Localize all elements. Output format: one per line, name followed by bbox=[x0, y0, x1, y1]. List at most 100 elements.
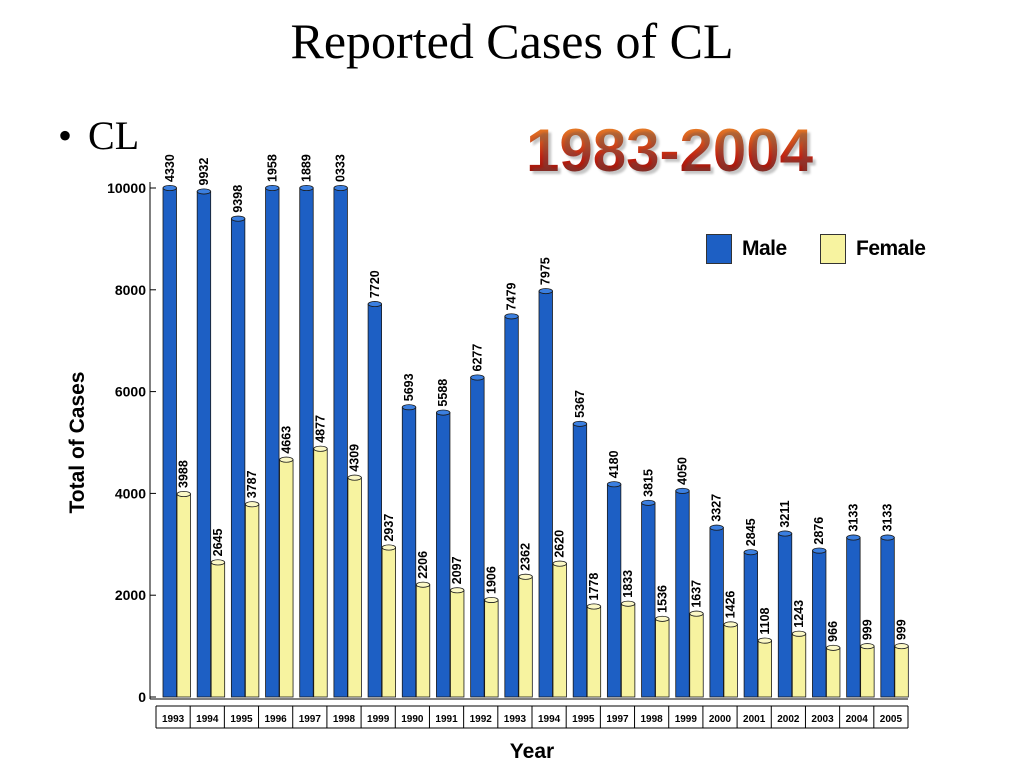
bar-cap-female bbox=[894, 643, 909, 650]
bar-cap-male bbox=[812, 547, 827, 554]
data-label-female: 1243 bbox=[792, 600, 806, 628]
x-tick-label: 1996 bbox=[265, 714, 288, 725]
bar-cap-male bbox=[196, 188, 212, 195]
bar-cap-male bbox=[401, 404, 417, 411]
data-label-male: 3133 bbox=[846, 504, 860, 532]
bar-male bbox=[401, 406, 417, 698]
bar-male bbox=[538, 290, 553, 698]
x-tick-label: 1994 bbox=[196, 714, 219, 725]
legend-label-female: Female bbox=[856, 237, 926, 260]
data-label-male: 6277 bbox=[470, 344, 484, 372]
data-label-female: 2937 bbox=[382, 514, 396, 542]
x-tick-label: 1992 bbox=[470, 714, 493, 725]
bar-cap-female bbox=[586, 603, 602, 610]
bar-female bbox=[484, 599, 499, 698]
legend-item-male: Male bbox=[706, 234, 787, 264]
bar-cap-male bbox=[504, 313, 519, 320]
bar-cap-male bbox=[333, 184, 348, 191]
data-label-female: 1426 bbox=[724, 591, 738, 619]
data-label-male: 1889 bbox=[299, 154, 313, 182]
data-label-female: 1833 bbox=[621, 570, 635, 598]
bar-female bbox=[586, 606, 602, 698]
data-label-female: 999 bbox=[860, 619, 874, 640]
data-label-female: 2645 bbox=[211, 529, 225, 557]
bar-cap-female bbox=[210, 559, 226, 566]
data-label-male: 5367 bbox=[573, 390, 587, 418]
bar-cap-male bbox=[367, 301, 382, 308]
data-label-male: 7975 bbox=[539, 257, 553, 285]
bar-cap-female bbox=[347, 474, 362, 481]
data-label-male: 3327 bbox=[710, 494, 724, 522]
bar-cap-male bbox=[436, 409, 451, 416]
data-label-male: 3211 bbox=[778, 500, 792, 527]
bar-cap-female bbox=[450, 587, 465, 594]
bar-cap-male bbox=[572, 420, 588, 427]
data-label-male: 9398 bbox=[231, 185, 245, 213]
bar-female bbox=[826, 647, 841, 698]
x-tick-label: 2002 bbox=[777, 714, 800, 725]
bar-male bbox=[230, 218, 246, 698]
bar-female bbox=[689, 613, 704, 698]
bar-male bbox=[196, 191, 212, 698]
y-tick-label: 8000 bbox=[115, 282, 146, 298]
y-tick-label: 4000 bbox=[115, 485, 146, 501]
bar-cap-female bbox=[415, 581, 431, 588]
bar-male bbox=[777, 533, 793, 698]
bar-female bbox=[518, 576, 533, 698]
data-label-male: 5693 bbox=[402, 373, 416, 401]
x-tick-label: 1991 bbox=[435, 714, 458, 725]
bar-cap-male bbox=[470, 374, 485, 381]
data-label-male: 4180 bbox=[607, 450, 621, 478]
legend-label-male: Male bbox=[742, 237, 787, 260]
data-label-female: 966 bbox=[826, 621, 840, 642]
bar-cap-female bbox=[518, 573, 533, 580]
bar-cap-female bbox=[552, 560, 567, 567]
date-range-heading: 1983-2004 bbox=[526, 117, 813, 184]
data-label-female: 2362 bbox=[519, 543, 533, 571]
bar-male bbox=[367, 303, 382, 698]
bar-cap-female bbox=[791, 630, 807, 637]
x-tick-label: 1993 bbox=[504, 714, 527, 725]
y-tick-label: 2000 bbox=[115, 587, 146, 603]
bar-male bbox=[333, 187, 348, 698]
bar-female bbox=[313, 448, 328, 698]
bar-cap-female bbox=[244, 501, 260, 508]
data-label-male: 1958 bbox=[265, 154, 279, 182]
data-label-female: 3988 bbox=[177, 460, 191, 488]
bar-cap-male bbox=[162, 184, 177, 191]
bullet-item: • CL bbox=[58, 112, 139, 159]
x-tick-label: 1998 bbox=[333, 714, 356, 725]
data-label-male: 0333 bbox=[334, 154, 348, 182]
x-tick-label: 1994 bbox=[538, 714, 561, 725]
x-tick-label: 2001 bbox=[743, 714, 766, 725]
x-axis-title: Year bbox=[510, 740, 554, 763]
bar-cap-female bbox=[313, 445, 328, 452]
bar-cap-female bbox=[723, 621, 738, 628]
data-label-male: 4330 bbox=[163, 154, 177, 182]
x-tick-label: 2000 bbox=[709, 714, 732, 725]
bar-male bbox=[299, 187, 314, 698]
legend-swatch-female bbox=[820, 234, 846, 264]
bar-cap-male bbox=[606, 481, 622, 488]
bar-cap-female bbox=[655, 615, 670, 622]
bar-male bbox=[436, 412, 451, 698]
bar-cap-male bbox=[230, 215, 246, 222]
bar-female bbox=[450, 589, 465, 698]
x-tick-label: 1999 bbox=[367, 714, 390, 725]
data-label-female: 4663 bbox=[279, 426, 293, 454]
bar-cap-female bbox=[381, 544, 396, 551]
bar-female bbox=[347, 477, 362, 698]
bar-female bbox=[894, 645, 909, 698]
bar-male bbox=[504, 315, 519, 698]
bar-male bbox=[606, 483, 622, 698]
bar-female bbox=[552, 563, 567, 698]
bar-female bbox=[244, 503, 260, 698]
bar-cap-female bbox=[826, 644, 841, 651]
bar-cap-male bbox=[675, 487, 690, 494]
data-label-female: 1637 bbox=[689, 580, 703, 608]
x-tick-label: 1995 bbox=[230, 714, 253, 725]
bar-female bbox=[279, 459, 294, 698]
bar-female bbox=[210, 561, 226, 698]
data-label-female: 2097 bbox=[450, 556, 464, 584]
